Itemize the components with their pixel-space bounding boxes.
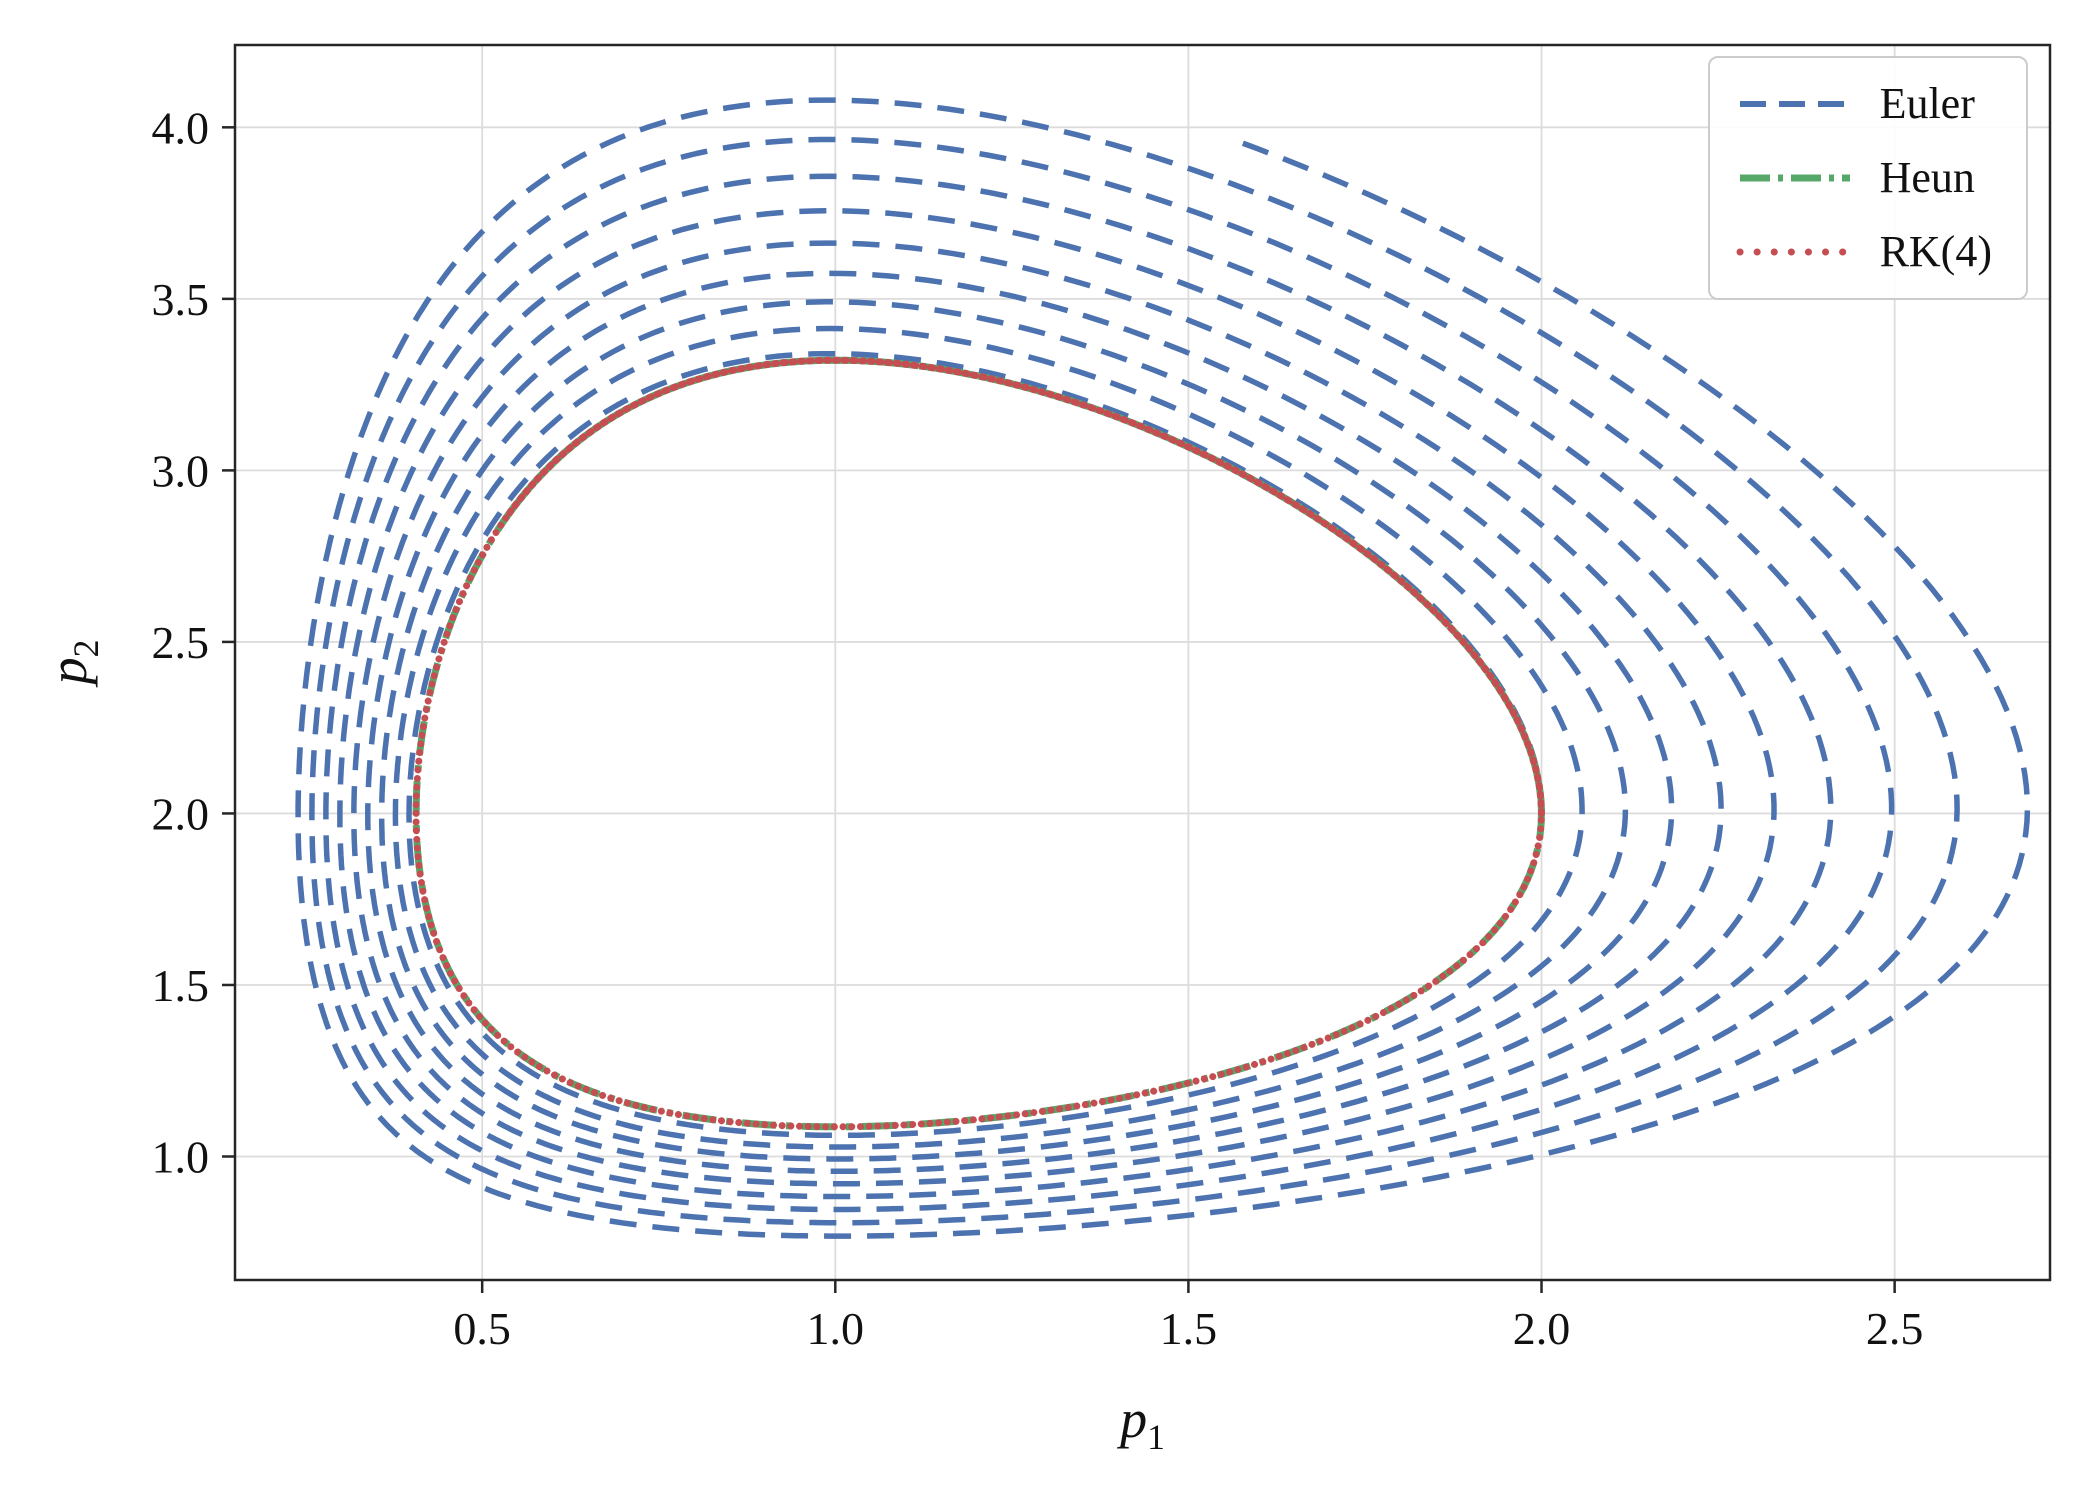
heun-line-sample-icon	[1739, 174, 1850, 182]
euler-line-sample-icon	[1739, 101, 1850, 107]
y-tick-label: 1.0	[152, 1132, 210, 1183]
legend-label-heun: Heun	[1879, 153, 1975, 202]
axes-spines	[233, 43, 2052, 1282]
y-axis-label: p2	[38, 639, 106, 685]
x-tick-label: 0.5	[453, 1303, 511, 1354]
series-euler-path	[295, 97, 2031, 1239]
y-tick-label: 3.0	[152, 445, 210, 496]
tick-labels: 0.5 1.0 1.5 2.0 2.5 1.0 1.5 2.0 2.5 3.0 3.5 4.0	[152, 102, 1924, 1354]
y-tick-label: 4.0	[152, 102, 210, 153]
series-group	[295, 97, 2031, 1239]
x-tick-label: 2.0	[1513, 1303, 1571, 1354]
y-tick-label: 2.5	[152, 617, 210, 668]
rk4-line-sample-icon	[1736, 248, 1854, 256]
y-tick-label: 2.0	[152, 788, 210, 839]
y-tick-label: 3.5	[152, 274, 210, 325]
tick-marks	[222, 126, 1896, 1293]
legend-label-euler: Euler	[1879, 79, 1975, 128]
x-tick-label: 2.5	[1866, 1303, 1924, 1354]
x-tick-label: 1.0	[807, 1303, 865, 1354]
series-rk4-path	[412, 356, 1545, 1131]
series-heun-path	[412, 356, 1545, 1131]
legend-entry-euler: Euler	[1736, 82, 1992, 126]
legend-entry-rk4: RK(4)	[1736, 230, 1992, 274]
x-axis-label: p1	[1120, 1389, 1165, 1457]
legend: Euler Heun RK(4)	[1707, 56, 2028, 300]
x-tick-label: 1.5	[1160, 1303, 1218, 1354]
y-tick-label: 1.5	[152, 960, 210, 1011]
legend-entry-heun: Heun	[1736, 156, 1992, 200]
legend-label-rk4: RK(4)	[1879, 227, 1992, 276]
